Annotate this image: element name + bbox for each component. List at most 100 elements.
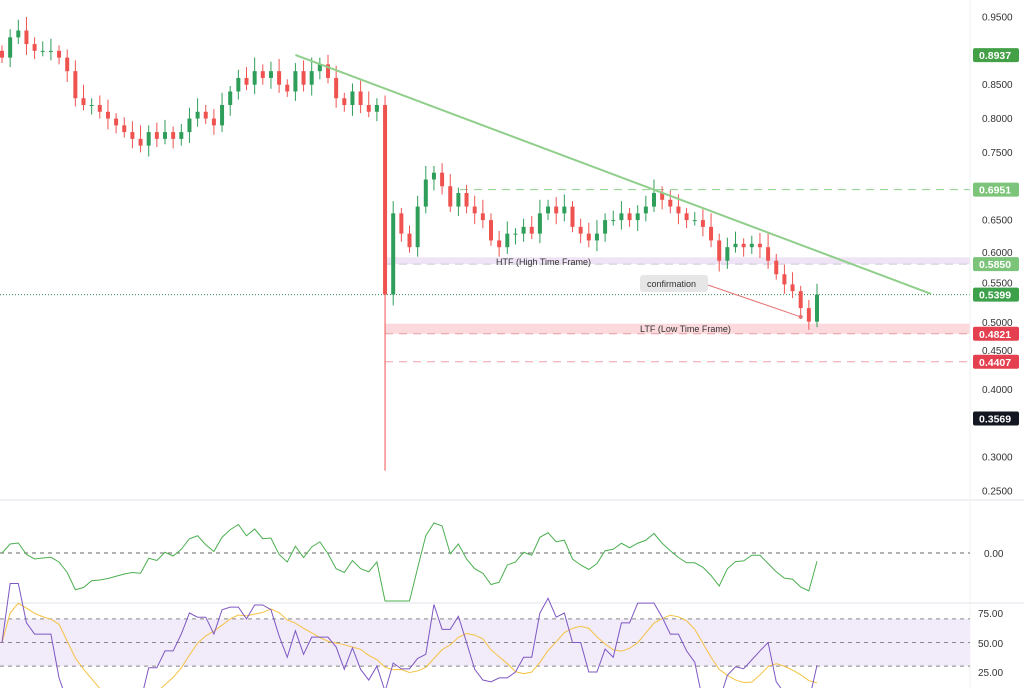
rsi-ma-line [1, 602, 818, 688]
candle-body [546, 206, 551, 214]
candle-body [48, 50, 53, 52]
candle-body [594, 233, 599, 241]
candle-body [374, 105, 379, 112]
price-label: 0.5399 [979, 290, 1011, 302]
candle-body [733, 243, 738, 248]
candle-body [806, 308, 811, 322]
price-label-bg [973, 48, 1019, 63]
candle-body [383, 105, 388, 295]
price-label: 0.4821 [979, 329, 1011, 341]
rsi-tick-75: 75.00 [978, 609, 1003, 620]
candle-body [277, 71, 282, 85]
candle-body [236, 77, 241, 92]
candle-body [660, 193, 665, 200]
price-label: 0.4407 [979, 357, 1011, 369]
confirmation-label[interactable]: confirmation [647, 279, 696, 289]
price-tick: 0.9500 [982, 13, 1013, 24]
candle-body [537, 213, 542, 234]
confirmation-arrow-head [798, 314, 803, 319]
confirmation-label-bg [640, 275, 708, 292]
candle-body [497, 240, 502, 248]
candle-body [611, 220, 616, 222]
candle-body [24, 30, 29, 45]
candle-body [317, 64, 322, 72]
candle-body [179, 132, 184, 139]
confirmation-arrow [707, 284, 801, 318]
price-label-bg [973, 287, 1019, 302]
candle-body [187, 118, 192, 133]
candle-body [268, 71, 273, 78]
candle-body [73, 71, 78, 99]
price-tick: 0.8500 [982, 80, 1013, 91]
candle-body [456, 193, 461, 207]
candle-body [138, 138, 143, 146]
price-tick: 0.8000 [982, 114, 1013, 125]
candle-body [815, 294, 819, 322]
candle-body [301, 71, 306, 85]
candle-body [725, 247, 730, 261]
candle-body [586, 233, 591, 241]
candle-body [790, 284, 795, 292]
candle-body [415, 206, 420, 248]
candle-body [40, 50, 45, 52]
candle-body [627, 213, 632, 221]
price-label: 0.6951 [979, 185, 1011, 197]
price-tick: 0.6500 [982, 216, 1013, 227]
candle-body [65, 57, 70, 72]
price-label-bg [973, 411, 1019, 426]
candle-body [399, 213, 404, 234]
candle-body [749, 243, 754, 248]
candle-body [407, 233, 412, 248]
price-axis[interactable]: 0.9500 0.8500 0.8000 0.7500 0.6500 0.6000 0.55… [973, 13, 1019, 498]
candle-body [513, 233, 518, 235]
rsi-line [1, 583, 818, 688]
candle-body [472, 206, 477, 214]
candle-body [244, 77, 249, 85]
price-label: 0.5850 [979, 259, 1011, 271]
ltf-zone-label: LTF (Low Time Frame) [640, 324, 731, 334]
rsi-pane [0, 583, 970, 688]
candle-body [741, 243, 746, 248]
candle-body [154, 132, 159, 139]
candle-body [163, 132, 167, 139]
candle-body [505, 233, 510, 248]
candle-body [798, 291, 803, 309]
candle-body [358, 91, 363, 106]
trendline [295, 53, 932, 295]
candle-body [668, 199, 673, 207]
price-tick: 0.4500 [982, 346, 1013, 357]
price-tick: 0.6000 [982, 248, 1013, 259]
candle-body [480, 213, 485, 221]
candle-body [16, 30, 21, 38]
candle-body [652, 193, 656, 207]
candle-body [619, 213, 624, 221]
candle-body [105, 111, 110, 119]
candle-body [260, 71, 265, 78]
candle-body [643, 206, 648, 214]
candle-body [757, 243, 762, 248]
candle-body [0, 50, 4, 58]
candle-body [578, 226, 583, 234]
candle-body [554, 206, 559, 214]
candle-body [391, 213, 396, 295]
candle-body [440, 172, 445, 187]
candle-body [709, 226, 714, 241]
candles-layer [0, 17, 819, 471]
price-tick: 0.2500 [982, 486, 1013, 497]
candle-body [676, 206, 681, 214]
candle-body [228, 91, 233, 106]
candle-body [366, 105, 371, 112]
price-label-bg [973, 257, 1019, 272]
candle-body [431, 172, 436, 180]
candle-body [350, 91, 355, 106]
price-label-bg [973, 354, 1019, 369]
candle-body [635, 213, 640, 221]
candle-body [342, 98, 347, 106]
candle-body [448, 186, 453, 207]
candle-body [293, 71, 298, 92]
candle-body [774, 260, 779, 275]
candle-body [692, 220, 697, 222]
oscillator-pane [0, 522, 970, 602]
candle-body [130, 132, 135, 139]
